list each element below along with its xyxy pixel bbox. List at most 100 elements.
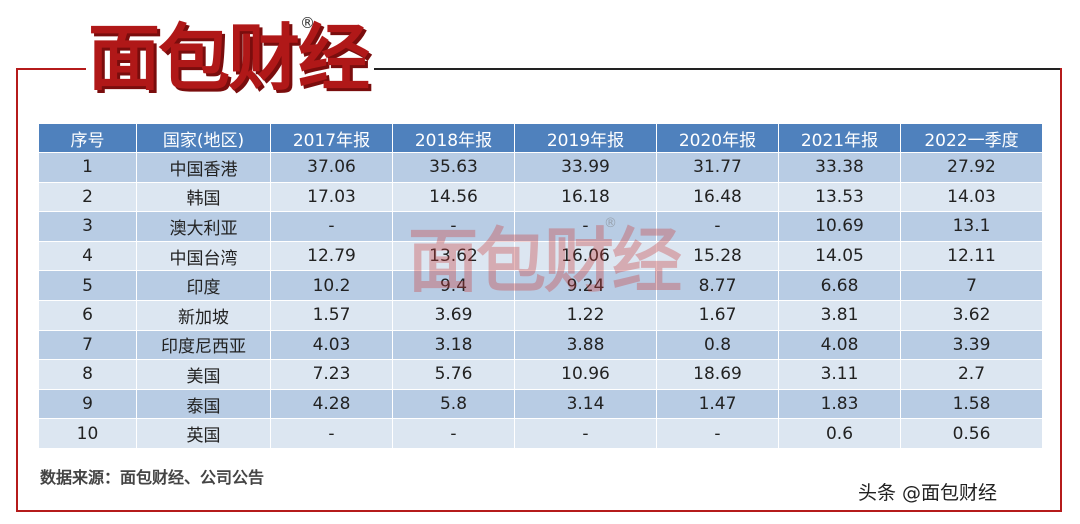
table-cell: 31.77 xyxy=(656,152,779,183)
column-header: 2018年报 xyxy=(392,123,515,153)
table-cell: 1.22 xyxy=(514,299,657,331)
table-cell: 4 xyxy=(38,240,137,272)
table-cell: 10.96 xyxy=(514,359,657,390)
table-cell: - xyxy=(656,211,779,242)
table-cell: 16.48 xyxy=(656,181,779,213)
table-cell: 新加坡 xyxy=(136,299,271,331)
table-cell: 1.83 xyxy=(778,388,901,420)
table-row: 4 中国台湾 12.79 13.62 16.06 15.28 14.05 12.11 xyxy=(38,240,1043,272)
table-cell: 18.69 xyxy=(656,359,779,390)
table-cell: 5 xyxy=(38,270,137,301)
table-cell: 6.68 xyxy=(778,270,901,301)
table-row: 2 韩国 17.03 14.56 16.18 16.48 13.53 14.03 xyxy=(38,181,1043,213)
table-cell: 2.7 xyxy=(900,359,1043,390)
table-cell: 英国 xyxy=(136,418,271,449)
table-cell: 16.06 xyxy=(514,240,657,272)
table-cell: 3 xyxy=(38,211,137,242)
table-cell: 4.03 xyxy=(270,329,393,361)
table-header-row: 序号 国家(地区) 2017年报 2018年报 2019年报 2020年报 2021年报 20… xyxy=(38,123,1043,153)
table-cell: 14.03 xyxy=(900,181,1043,213)
table-cell: 澳大利亚 xyxy=(136,211,271,242)
table-cell: - xyxy=(392,418,515,449)
table-row: 8 美国 7.23 5.76 10.96 18.69 3.11 2.7 xyxy=(38,359,1043,390)
table-cell: 13.1 xyxy=(900,211,1043,242)
table-cell: 16.18 xyxy=(514,181,657,213)
frame-top-left-line xyxy=(16,68,86,70)
table-cell: 27.92 xyxy=(900,152,1043,183)
table-cell: 9.24 xyxy=(514,270,657,301)
table-cell: - xyxy=(656,418,779,449)
table-row: 9 泰国 4.28 5.8 3.14 1.47 1.83 1.58 xyxy=(38,388,1043,420)
table-cell: 泰国 xyxy=(136,388,271,420)
frame-right-line xyxy=(1060,68,1062,512)
table-cell: 5.76 xyxy=(392,359,515,390)
table-cell: 0.56 xyxy=(900,418,1043,449)
table-row: 5 印度 10.2 9.4 9.24 8.77 6.68 7 xyxy=(38,270,1043,301)
table-cell: 10.69 xyxy=(778,211,901,242)
table-cell: 0.8 xyxy=(656,329,779,361)
table-cell: 3.14 xyxy=(514,388,657,420)
frame-left-line xyxy=(16,68,18,512)
table-row: 1 中国香港 37.06 35.63 33.99 31.77 33.38 27.92 xyxy=(38,152,1043,183)
table-cell: 4.28 xyxy=(270,388,393,420)
frame-bottom-line xyxy=(16,510,1062,512)
table-cell: 33.38 xyxy=(778,152,901,183)
table-cell: 10 xyxy=(38,418,137,449)
table-cell: 2 xyxy=(38,181,137,213)
table-cell: 韩国 xyxy=(136,181,271,213)
table-cell: 1.57 xyxy=(270,299,393,331)
table-cell: - xyxy=(514,211,657,242)
table-cell: 35.63 xyxy=(392,152,515,183)
table-cell: 3.62 xyxy=(900,299,1043,331)
table-cell: 37.06 xyxy=(270,152,393,183)
table-cell: 8 xyxy=(38,359,137,390)
column-header: 2017年报 xyxy=(270,123,393,153)
table-cell: 13.62 xyxy=(392,240,515,272)
table-cell: 8.77 xyxy=(656,270,779,301)
column-header: 2021年报 xyxy=(778,123,901,153)
table-cell: 3.88 xyxy=(514,329,657,361)
table-cell: 9.4 xyxy=(392,270,515,301)
table-cell: 9 xyxy=(38,388,137,420)
table-cell: 15.28 xyxy=(656,240,779,272)
table-cell: 印度尼西亚 xyxy=(136,329,271,361)
table-cell: 14.05 xyxy=(778,240,901,272)
table-cell: 3.11 xyxy=(778,359,901,390)
column-header: 2022一季度 xyxy=(900,123,1043,153)
table-row: 3 澳大利亚 - - - -10.69 13.1 xyxy=(38,211,1043,242)
table-cell: 33.99 xyxy=(514,152,657,183)
table-cell: 印度 xyxy=(136,270,271,301)
table-cell: 3.39 xyxy=(900,329,1043,361)
table-cell: 13.53 xyxy=(778,181,901,213)
table-body: 1 中国香港 37.06 35.63 33.99 31.77 33.38 27.92 2 韩国 17… xyxy=(38,152,1043,449)
table-cell: 6 xyxy=(38,299,137,331)
table-row: 7 印度尼西亚 4.03 3.18 3.88 0.8 4.08 3.39 xyxy=(38,329,1043,361)
table-cell: 10.2 xyxy=(270,270,393,301)
table-cell: 7 xyxy=(38,329,137,361)
source-note: 数据来源：面包财经、公司公告 xyxy=(40,468,265,487)
table-cell: 5.8 xyxy=(392,388,515,420)
table-cell: 1.47 xyxy=(656,388,779,420)
table-cell: 7 xyxy=(900,270,1043,301)
table-cell: 17.03 xyxy=(270,181,393,213)
table-cell: 美国 xyxy=(136,359,271,390)
column-header: 序号 xyxy=(38,123,137,153)
table-cell: 12.79 xyxy=(270,240,393,272)
author-credit: 头条 @面包财经 xyxy=(858,482,998,504)
table-cell: 14.56 xyxy=(392,181,515,213)
column-header: 2020年报 xyxy=(656,123,779,153)
table-cell: - xyxy=(270,211,393,242)
table-cell: 12.11 xyxy=(900,240,1043,272)
table-cell: - xyxy=(270,418,393,449)
table-row: 6 新加坡 1.57 3.69 1.22 1.67 3.81 3.62 xyxy=(38,299,1043,331)
column-header: 国家(地区) xyxy=(136,123,271,153)
table-cell: 1.67 xyxy=(656,299,779,331)
table-cell: 中国台湾 xyxy=(136,240,271,272)
table-cell: 3.69 xyxy=(392,299,515,331)
watermark-registered-mark-icon: ® xyxy=(604,216,617,231)
column-header: 2019年报 xyxy=(514,123,657,153)
brand-logo: 面包财经 xyxy=(88,16,370,100)
frame-top-right-line xyxy=(374,68,1062,70)
table-cell: 0.6 xyxy=(778,418,901,449)
table-cell: - xyxy=(392,211,515,242)
